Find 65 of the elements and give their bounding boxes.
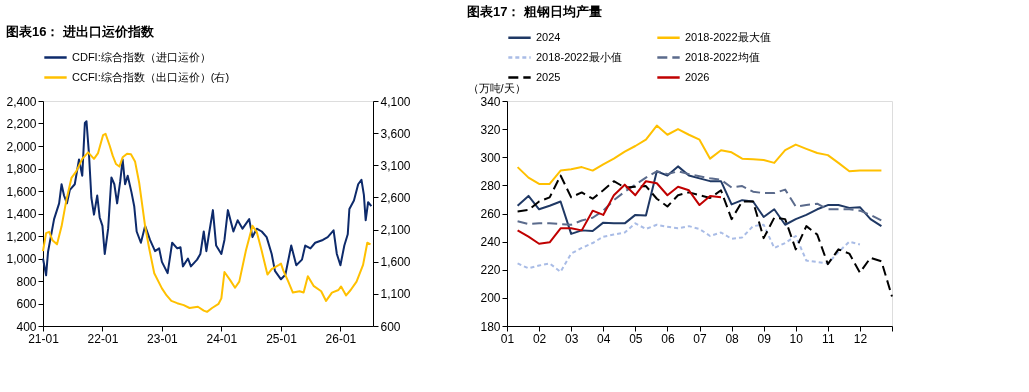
line-series bbox=[516, 124, 883, 185]
line-series bbox=[516, 174, 893, 298]
x-tick-label: 21-01 bbox=[28, 331, 60, 346]
y-axis-title: （万吨/天） bbox=[467, 81, 526, 94]
x-tick-label: 10 bbox=[789, 331, 804, 346]
y2-tick-label: 4,100 bbox=[380, 94, 411, 109]
x-tick-label: 25-01 bbox=[266, 331, 298, 346]
legend-label: 2024 bbox=[536, 30, 561, 43]
y-tick-label: 300 bbox=[480, 150, 501, 165]
y-tick-label: 340 bbox=[480, 94, 501, 109]
y-tick-label: 1,600 bbox=[6, 184, 37, 199]
y-tick-label: 320 bbox=[480, 122, 501, 137]
x-tick-label: 23-01 bbox=[147, 331, 179, 346]
y-tick-label: 200 bbox=[480, 291, 501, 306]
y-tick-label: 240 bbox=[480, 235, 501, 250]
x-tick-label: 04 bbox=[597, 331, 611, 346]
y2-tick-label: 1,600 bbox=[380, 255, 411, 270]
line-series bbox=[42, 120, 373, 281]
x-tick-label: 12 bbox=[853, 331, 868, 346]
line-series bbox=[516, 170, 883, 226]
x-tick-label: 03 bbox=[564, 331, 579, 346]
x-tick-label: 01 bbox=[500, 331, 515, 346]
y-tick-label: 1,000 bbox=[6, 252, 37, 266]
x-tick-label: 24-01 bbox=[206, 331, 238, 346]
x-tick-label: 05 bbox=[629, 331, 643, 346]
y2-tick-label: 3,600 bbox=[380, 126, 411, 141]
line-series bbox=[42, 132, 372, 313]
chart-title: 图表16： 进出口运价指数 bbox=[5, 24, 156, 39]
y2-tick-label: 2,600 bbox=[380, 190, 411, 205]
legend-label: CCFI:综合指数（出口运价）(右) bbox=[72, 70, 230, 83]
y-tick-label: 1,800 bbox=[6, 162, 37, 176]
y-tick-label: 260 bbox=[480, 207, 501, 221]
x-tick-label: 09 bbox=[757, 331, 772, 346]
y-tick-label: 1,400 bbox=[6, 207, 37, 221]
y-tick-label: 400 bbox=[16, 319, 37, 334]
y-tick-label: 800 bbox=[16, 274, 37, 289]
y-tick-label: 2,200 bbox=[6, 117, 37, 131]
y2-tick-label: 3,100 bbox=[380, 158, 411, 173]
legend-label: 2025 bbox=[536, 70, 561, 83]
line-series bbox=[516, 165, 883, 235]
y-tick-label: 600 bbox=[16, 297, 37, 311]
chart-title: 图表17： 粗钢日均产量 bbox=[467, 4, 603, 19]
line-series bbox=[516, 180, 722, 245]
y-tick-label: 2,400 bbox=[6, 94, 37, 109]
y2-tick-label: 600 bbox=[380, 319, 401, 334]
y2-tick-label: 2,100 bbox=[380, 223, 411, 238]
y-tick-label: 280 bbox=[480, 178, 501, 193]
y-tick-label: 220 bbox=[480, 263, 501, 278]
legend-label: 2018-2022最大值 bbox=[685, 30, 771, 43]
y-tick-label: 1,200 bbox=[6, 229, 37, 244]
x-tick-label: 11 bbox=[822, 331, 835, 346]
x-tick-label: 02 bbox=[532, 331, 547, 346]
x-tick-label: 06 bbox=[661, 331, 675, 346]
y2-tick-label: 1,100 bbox=[380, 287, 411, 302]
x-tick-label: 26-01 bbox=[325, 331, 357, 346]
y-tick-label: 2,000 bbox=[6, 139, 37, 154]
x-tick-label: 08 bbox=[725, 331, 740, 346]
legend-label: 2018-2022均值 bbox=[685, 50, 760, 63]
x-tick-label: 07 bbox=[693, 331, 707, 346]
legend-label: 2026 bbox=[685, 70, 710, 83]
legend-label: 2018-2022最小值 bbox=[536, 50, 622, 63]
line-series bbox=[516, 222, 861, 273]
legend-label: CDFI:综合指数（进口运价） bbox=[72, 50, 211, 63]
y-tick-label: 180 bbox=[480, 319, 501, 334]
x-tick-label: 22-01 bbox=[87, 331, 119, 346]
